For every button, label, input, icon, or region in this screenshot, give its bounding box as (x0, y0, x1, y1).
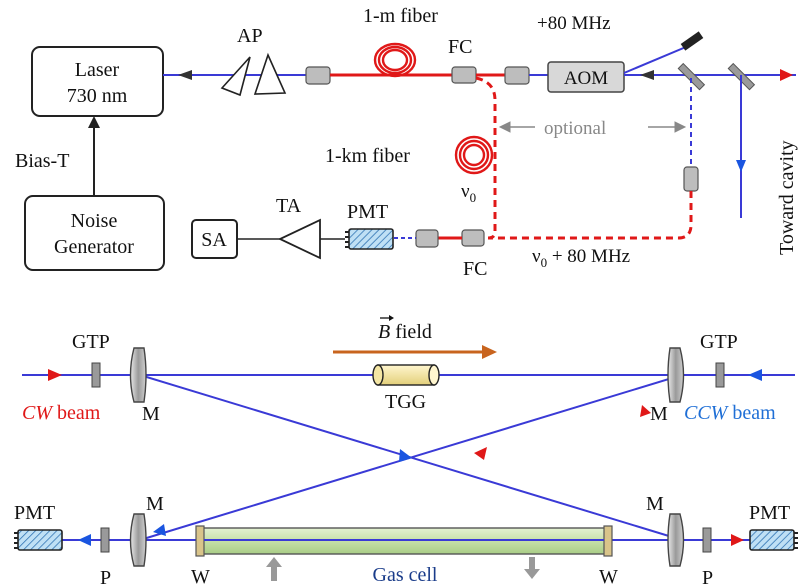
left-output-arrow (78, 534, 91, 546)
pmt-right-label: PMT (749, 502, 790, 524)
nu0-shift-label: ν0 + 80 MHz (532, 246, 630, 270)
b-field-arrowhead (482, 345, 497, 359)
fiber-coupler-input (305, 66, 331, 85)
fiber-1km-coil (454, 135, 494, 175)
gas-outlet-arrow (524, 557, 540, 579)
gas-inlet-arrow (266, 557, 282, 581)
mirror-top-left (129, 347, 147, 403)
mirror-bottom-right-label: M (646, 493, 664, 515)
optional-label: optional (544, 118, 606, 139)
pmt-left-label: PMT (14, 502, 55, 524)
generator-label: Generator (54, 236, 134, 258)
fiber-coupler-top (451, 66, 477, 84)
fiber-1m-coil (373, 42, 417, 78)
ccw-input-arrow (748, 369, 762, 381)
window-left-label: W (191, 566, 210, 588)
beam-direction-marker (178, 70, 192, 80)
polarizer-left-label: P (100, 567, 111, 588)
pmt-top-label: PMT (347, 201, 388, 223)
mirror-top-right-label: M (650, 403, 668, 425)
beam-block (680, 31, 704, 51)
aom-output-marker (640, 70, 654, 80)
gtp-left (91, 362, 101, 388)
fiber-coupler-bottom (461, 229, 485, 247)
noise-generator-box: Noise Generator (24, 195, 165, 271)
cw-input-arrow (48, 369, 62, 381)
polarizer-left (100, 527, 110, 553)
vector-arrowhead-over-b (389, 315, 394, 321)
tgg-crystal (372, 364, 440, 386)
fc-bottom-label: FC (463, 258, 487, 280)
window-right-label: W (599, 566, 618, 588)
bias-t-arrowhead (88, 116, 100, 128)
laser-box: Laser 730 nm (31, 46, 164, 117)
pmt-detector-top (345, 228, 394, 250)
fc-top-label: FC (448, 36, 472, 58)
sa-box (191, 219, 238, 259)
mirror-top-right (667, 347, 685, 403)
ap-label: AP (237, 25, 263, 47)
right-arrow-marker (780, 69, 793, 81)
b-field-label: B field (378, 321, 432, 343)
right-output-arrow (731, 534, 744, 546)
mirror-bottom-right (667, 513, 685, 567)
fiber-1m-label: 1-m fiber (363, 5, 438, 27)
diagonal-arrow-blue (399, 449, 412, 462)
beam-deflected (623, 43, 694, 74)
optional-indicator (498, 121, 687, 133)
aom-box (547, 61, 625, 93)
anamorphic-prism-pair (220, 52, 287, 97)
gtp-right (715, 362, 725, 388)
laser-label: Laser (75, 59, 120, 81)
pmt-detector-left (14, 529, 63, 551)
noise-label: Noise (71, 210, 118, 232)
cw-beam-label: CW beam (22, 402, 101, 424)
diagonal-arrow-red-right (640, 405, 651, 417)
gas-cell-label: Gas cell (373, 564, 438, 586)
fiber-1km-label: 1-km fiber (325, 145, 410, 167)
bias-t-label: Bias-T (15, 150, 69, 172)
mirror-bottom-left-label: M (146, 493, 164, 515)
ccw-beam-label: CCW beam (684, 402, 776, 424)
aom-label: AOM (564, 68, 608, 89)
beam-splitter-1 (677, 62, 706, 91)
diagonal-arrow-red-top (474, 447, 487, 460)
ta-amplifier (277, 218, 321, 260)
gtp-right-label: GTP (700, 331, 738, 353)
toward-cavity-label: Toward cavity (776, 140, 798, 255)
sa-label: SA (201, 229, 227, 251)
pmt-detector-right (749, 529, 798, 551)
tgg-label: TGG (385, 391, 426, 413)
ta-label: TA (276, 195, 302, 217)
freq-shift-label: +80 MHz (537, 13, 611, 34)
mirror-top-left-label: M (142, 403, 160, 425)
laser-wavelength-label: 730 nm (67, 85, 128, 107)
fiber-return-path (488, 191, 693, 240)
nu0-label: ν0 (461, 181, 476, 205)
mirror-bottom-left (129, 513, 147, 567)
polarizer-right (702, 527, 712, 553)
gtp-left-label: GTP (72, 331, 110, 353)
polarizer-right-label: P (702, 567, 713, 588)
down-arrow-marker (736, 160, 746, 172)
collimator-optional (683, 166, 699, 192)
collimator-pmt (415, 229, 439, 248)
diagonal-arrow-blue-bottom (153, 524, 166, 536)
collimator-aom-input (504, 66, 530, 85)
